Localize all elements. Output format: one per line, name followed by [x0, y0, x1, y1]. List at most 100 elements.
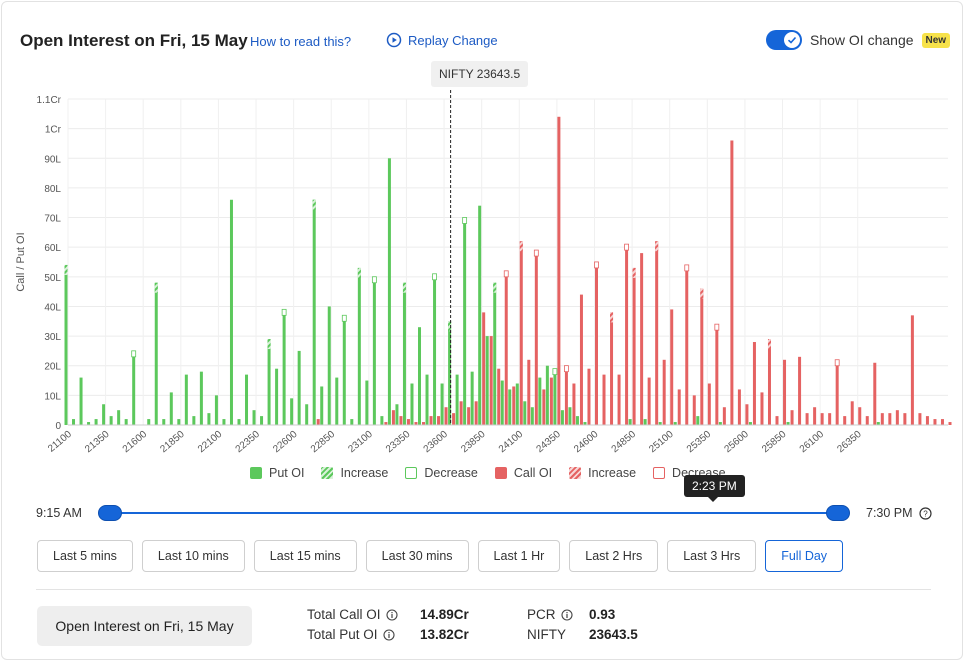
y-tick-label: 50L	[44, 273, 61, 284]
x-tick-label: 22100	[196, 429, 225, 456]
x-tick-label: 25100	[647, 429, 676, 456]
put-oi-bar	[64, 264, 68, 425]
call-oi-bar	[790, 410, 794, 425]
call-oi-bar	[647, 377, 651, 425]
call-oi-bar	[640, 253, 644, 425]
info-icon[interactable]	[385, 608, 398, 621]
info-icon[interactable]	[560, 608, 573, 621]
call-oi-bar	[572, 383, 576, 425]
call-oi-bar	[617, 374, 621, 425]
put-oi-bar	[229, 199, 233, 425]
call-oi-bar	[692, 395, 696, 425]
range-last-10-mins[interactable]: Last 10 mins	[141, 540, 245, 572]
put-oi-bar	[365, 380, 369, 425]
info-icon[interactable]	[382, 628, 395, 641]
call-oi-bar	[805, 413, 809, 425]
put-oi-bar	[876, 422, 880, 425]
put-oi-bar	[508, 389, 512, 425]
footer-divider	[36, 589, 931, 590]
oi-chart: 0 10L 20L 30L 40L 50L 60L 70L 80L 90L 1Cr 1.1Cr Call…	[15, 90, 952, 456]
how-to-read-link[interactable]: How to read this?	[250, 34, 352, 49]
put-oi-bar	[177, 419, 181, 425]
put-oi-bar	[290, 398, 294, 425]
range-last-2-hrs[interactable]: Last 2 Hrs	[569, 540, 659, 572]
call-increase-segment	[519, 241, 523, 252]
put-oi-bar	[94, 419, 98, 425]
x-tick-label: 21100	[46, 429, 74, 455]
legend-put-increase[interactable]: Increase	[321, 466, 388, 480]
put-oi-bar	[335, 377, 339, 425]
call-oi-bar	[918, 413, 922, 425]
y-tick-label: 30L	[44, 332, 61, 343]
call-oi-bar	[925, 416, 929, 425]
range-last-5-mins[interactable]: Last 5 mins	[37, 540, 133, 572]
put-oi-bar	[493, 282, 497, 425]
legend-call-oi[interactable]: Call OI	[494, 466, 552, 480]
slider-start-handle[interactable]	[98, 505, 122, 521]
legend-put-decrease[interactable]: Decrease	[405, 466, 478, 480]
put-oi-bar	[463, 223, 467, 425]
put-oi-bar	[305, 404, 309, 425]
call-oi-bar	[880, 413, 884, 425]
put-oi-bar	[207, 413, 211, 425]
range-last-30-mins[interactable]: Last 30 mins	[365, 540, 469, 572]
call-oi-bar	[587, 368, 591, 425]
call-increase-segment	[700, 288, 704, 299]
put-increase-segment	[402, 282, 406, 293]
call-oi-bar	[828, 413, 832, 425]
time-slider: 9:15 AM 7:30 PM ?	[36, 502, 936, 526]
put-increase-segment	[267, 339, 271, 350]
x-tick-label: 21350	[83, 429, 112, 456]
replay-change-button[interactable]: Replay Change	[386, 32, 498, 48]
call-oi-bar	[391, 410, 395, 425]
legend-call-increase[interactable]: Increase	[569, 466, 636, 480]
x-tick-label: 22350	[234, 429, 263, 456]
time-tooltip: 2:23 PM	[684, 475, 745, 502]
put-oi-bar	[252, 410, 256, 425]
range-last-3-hrs[interactable]: Last 3 Hrs	[667, 540, 757, 572]
put-decrease-segment	[131, 350, 137, 358]
put-oi-bar	[643, 419, 647, 425]
put-oi-bar	[583, 422, 587, 425]
y-tick-label: 90L	[44, 154, 61, 165]
slider-end-handle[interactable]	[826, 505, 850, 521]
put-oi-bar	[658, 422, 662, 425]
open-interest-date-button[interactable]: Open Interest on Fri, 15 May	[37, 606, 252, 646]
put-oi-bar	[357, 267, 361, 425]
call-oi-bar	[482, 312, 486, 425]
help-icon[interactable]: ?	[918, 506, 932, 520]
call-oi-bar	[843, 416, 847, 425]
slider-track[interactable]	[106, 512, 840, 514]
call-oi-bar	[760, 392, 764, 425]
play-circle-icon	[386, 32, 402, 48]
show-oi-change-toggle[interactable]	[766, 30, 802, 50]
call-oi-bar	[662, 359, 666, 425]
call-oi-bar	[316, 419, 320, 425]
svg-text:?: ?	[923, 509, 928, 518]
legend-put-oi[interactable]: Put OI	[250, 466, 304, 480]
call-oi-bar	[444, 407, 448, 425]
call-oi-bar	[767, 339, 771, 425]
put-oi-bar	[162, 419, 166, 425]
y-tick-label: 1Cr	[45, 125, 62, 136]
put-decrease-segment	[462, 217, 468, 224]
x-tick-label: 22850	[309, 429, 338, 456]
call-oi-bar	[670, 309, 674, 425]
call-oi-bar	[910, 315, 914, 425]
spot-price-label: NIFTY 23643.5	[431, 61, 529, 87]
put-oi-bar	[72, 419, 76, 425]
range-last-1-hr[interactable]: Last 1 Hr	[477, 540, 561, 572]
range-full-day[interactable]: Full Day	[765, 540, 844, 572]
call-oi-bar	[685, 270, 689, 425]
x-tick-label: 23350	[384, 429, 413, 456]
y-tick-label: 1.1Cr	[37, 95, 62, 106]
put-oi-bar	[425, 374, 429, 425]
put-decrease-swatch	[405, 467, 418, 479]
call-oi-bar	[384, 422, 388, 425]
put-oi-bar	[560, 410, 564, 425]
range-last-15-mins[interactable]: Last 15 mins	[253, 540, 357, 572]
call-oi-bar	[745, 404, 749, 425]
call-oi-bar	[602, 374, 606, 425]
call-oi-bar	[903, 413, 907, 425]
call-oi-bar	[489, 336, 493, 425]
